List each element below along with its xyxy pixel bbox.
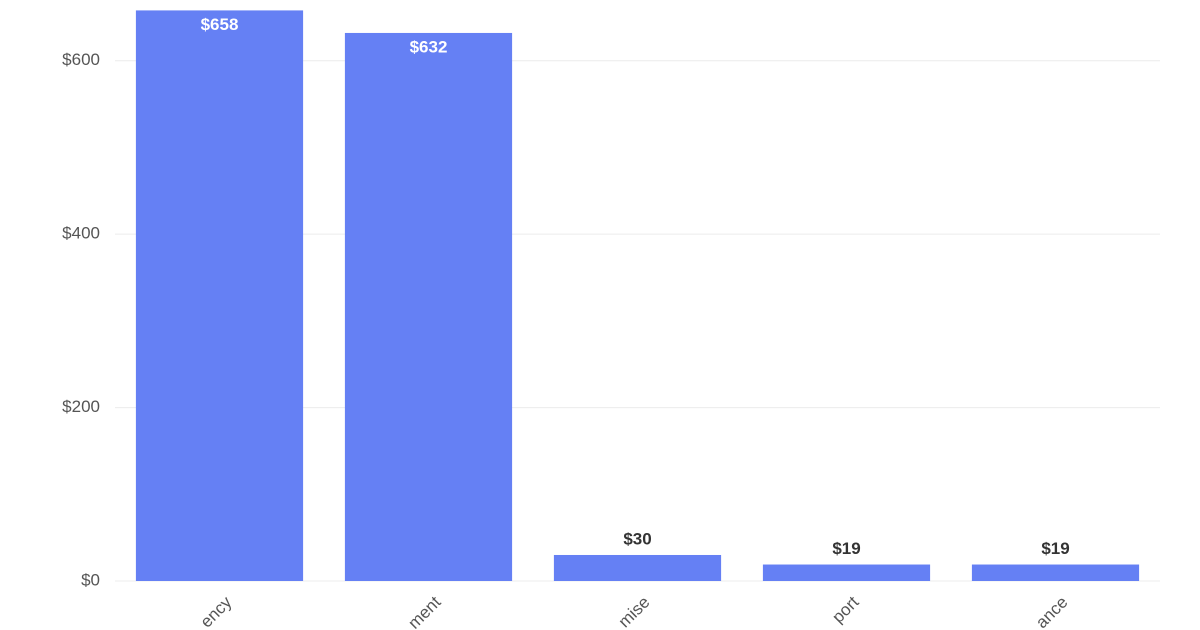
x-tick-label: ance — [1032, 593, 1072, 630]
x-tick-label: ency — [197, 592, 236, 630]
bar — [553, 554, 722, 581]
x-tick-label: port — [828, 592, 862, 626]
bar — [135, 10, 304, 582]
x-tick-label: mise — [615, 593, 654, 630]
y-tick-label: $600 — [62, 50, 100, 69]
bar — [971, 564, 1140, 581]
value-label: $19 — [1041, 539, 1069, 558]
y-tick-label: $200 — [62, 397, 100, 416]
x-tick-label: ment — [404, 592, 444, 630]
bar — [344, 32, 513, 581]
value-label: $658 — [201, 15, 239, 34]
value-label: $30 — [623, 529, 651, 548]
value-label: $19 — [832, 539, 860, 558]
value-label: $632 — [410, 37, 448, 56]
y-tick-label: $0 — [81, 570, 100, 589]
y-tick-label: $400 — [62, 224, 100, 243]
bar — [762, 564, 931, 581]
